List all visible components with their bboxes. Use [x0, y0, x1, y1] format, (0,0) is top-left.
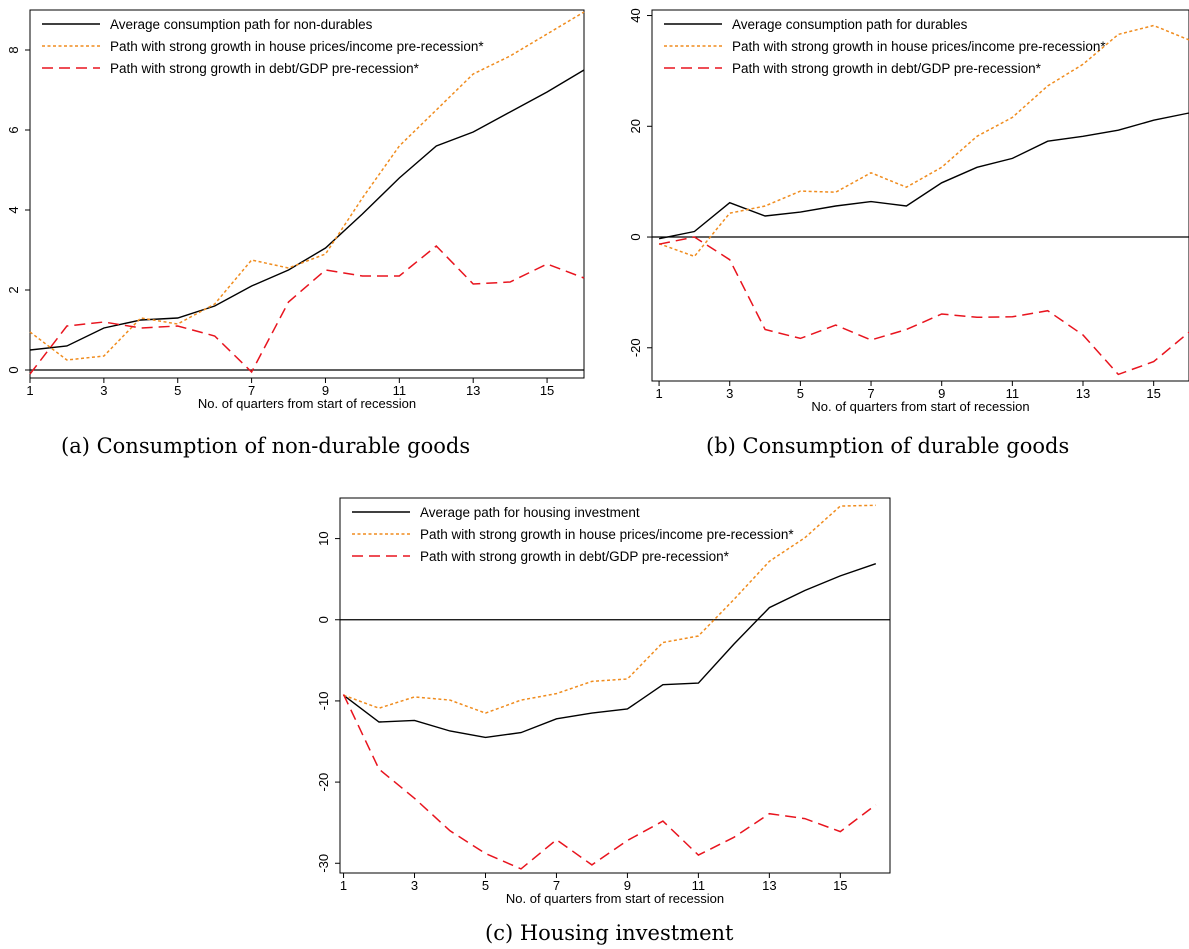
- chart-panel-c: 1 3 5 7 9 11 13 15 -30 -20 -10 0 10 No. of quarters f…: [290, 488, 910, 908]
- x-tick-label: 1: [340, 878, 347, 893]
- x-tick-label: 3: [100, 383, 107, 398]
- series-line-2: [29, 11, 585, 361]
- series-line-2: [658, 24, 1189, 258]
- chart-caption-a: (a) Consumption of non-durable goods: [61, 434, 471, 458]
- x-tick-label: 15: [540, 383, 554, 398]
- series-line-1: [343, 563, 877, 739]
- x-tick-label: 1: [26, 383, 33, 398]
- legend-label-3: Path with strong growth in debt/GDP pre-…: [732, 61, 1042, 76]
- y-tick-label: 4: [6, 206, 21, 213]
- x-tick-label: 9: [624, 878, 631, 893]
- x-tick-label: 5: [174, 383, 181, 398]
- series-line-3: [29, 244, 585, 375]
- chart-caption-b: (b) Consumption of durable goods: [706, 434, 1070, 458]
- chart-caption-c: (c) Housing investment: [485, 921, 734, 945]
- series-line-3: [658, 236, 1189, 376]
- x-tick-label: 1: [655, 386, 662, 401]
- series-line-1: [658, 112, 1189, 240]
- y-tick-label: 8: [6, 46, 21, 53]
- x-tick-label: 9: [322, 383, 329, 398]
- y-tick-label: -30: [316, 854, 331, 873]
- plot-frame: [29, 9, 585, 379]
- series-line-2: [343, 504, 876, 714]
- y-tick-label: 2: [6, 286, 21, 293]
- legend-label-1: Average consumption path for non-durable…: [110, 17, 373, 32]
- x-tick-label: 11: [692, 878, 706, 893]
- legend-label-2: Path with strong growth in house prices/…: [110, 39, 484, 54]
- x-tick-label: 3: [411, 878, 418, 893]
- x-tick-label: 3: [726, 386, 733, 401]
- x-tick-label: 5: [482, 878, 489, 893]
- legend-label-3: Path with strong growth in debt/GDP pre-…: [110, 61, 420, 76]
- y-tick-label: 0: [6, 366, 21, 373]
- x-tick-label: 11: [1006, 386, 1020, 401]
- y-tick-label: 0: [316, 616, 331, 623]
- x-tick-label: 13: [762, 878, 776, 893]
- x-tick-label: 9: [938, 386, 945, 401]
- x-tick-label: 13: [466, 383, 480, 398]
- y-tick-label: 0: [628, 233, 643, 240]
- x-tick-label: 7: [867, 386, 874, 401]
- y-tick-label: 6: [6, 126, 21, 133]
- x-axis-title: No. of quarters from start of recession: [506, 891, 724, 906]
- x-tick-label: 15: [1146, 386, 1160, 401]
- y-tick-label: -20: [628, 338, 643, 357]
- y-tick-label: -20: [316, 773, 331, 792]
- plot-frame: [651, 9, 1189, 382]
- x-axis-title: No. of quarters from start of recession: [198, 396, 416, 411]
- x-tick-label: 13: [1076, 386, 1090, 401]
- y-tick-label: 10: [316, 531, 331, 545]
- chart-panel-a: 1 3 5 7 9 11 13 15 0 2 4 6 8 No. of quarters from sta…: [0, 0, 590, 411]
- plot-frame: [339, 497, 891, 874]
- x-axis-title: No. of quarters from start of recession: [811, 399, 1029, 414]
- series-line-3: [342, 694, 877, 870]
- x-tick-label: 5: [797, 386, 804, 401]
- series-line-1: [29, 69, 585, 351]
- x-tick-label: 7: [248, 383, 255, 398]
- legend-label-2: Path with strong growth in house prices/…: [732, 39, 1106, 54]
- legend-label-1: Average path for housing investment: [420, 505, 640, 520]
- x-tick-label: 11: [393, 383, 407, 398]
- x-tick-label: 15: [833, 878, 847, 893]
- y-tick-label: 20: [628, 119, 643, 133]
- y-tick-label: 40: [628, 8, 643, 22]
- y-tick-label: -10: [316, 692, 331, 711]
- legend-label-2: Path with strong growth in house prices/…: [420, 527, 794, 542]
- legend-label-3: Path with strong growth in debt/GDP pre-…: [420, 549, 730, 564]
- x-tick-label: 7: [553, 878, 560, 893]
- legend-label-1: Average consumption path for durables: [732, 17, 968, 32]
- chart-panel-b: 1 3 5 7 9 11 13 15 -20 0 20 40 No. of quarters from …: [600, 0, 1189, 414]
